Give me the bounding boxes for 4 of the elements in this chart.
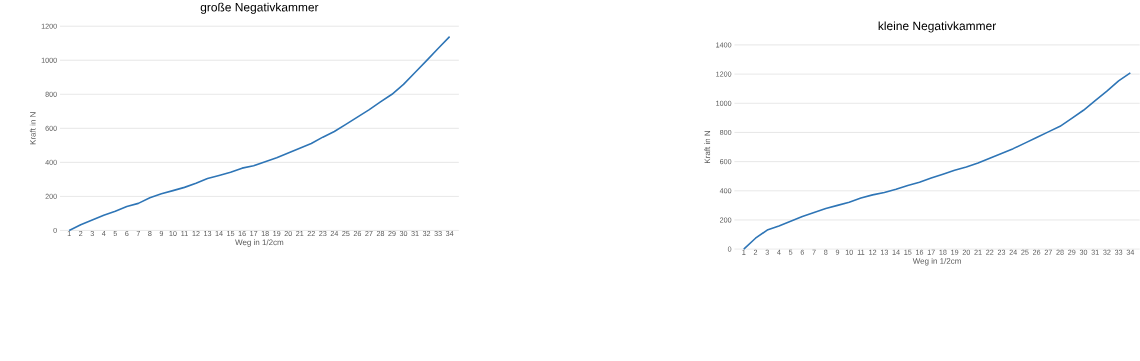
chart-title: große Negativkammer — [200, 2, 319, 14]
line-series — [742, 71, 1132, 250]
line-series — [68, 35, 451, 231]
chart-title: kleine Negativkammer — [878, 21, 997, 33]
